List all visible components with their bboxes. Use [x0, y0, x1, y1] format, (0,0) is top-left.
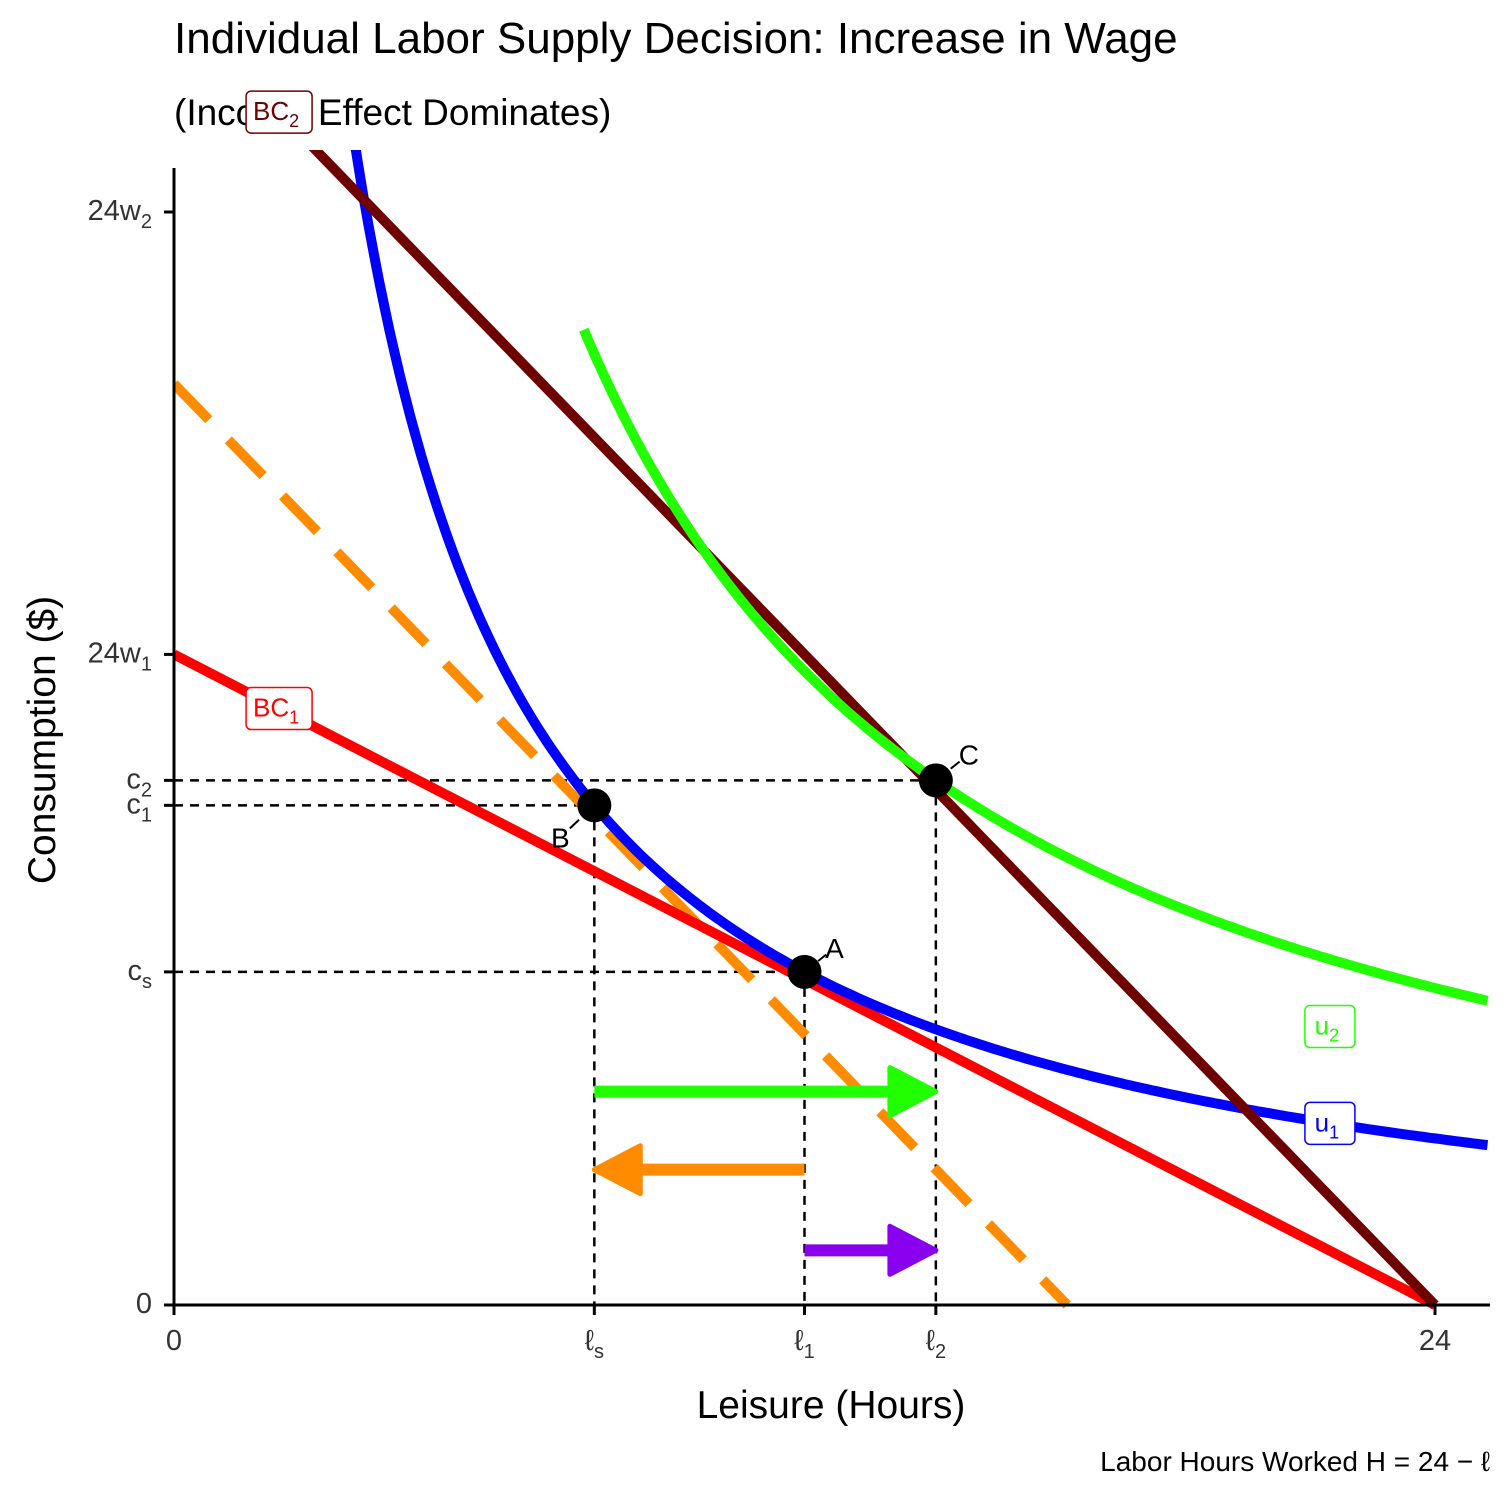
y-tick-label-24w1: 24w1: [88, 637, 152, 675]
series-label-u2: u2: [1304, 1004, 1356, 1049]
y-tick-label-00: 0: [136, 1288, 152, 1320]
y-tick-label-c2: c2: [126, 763, 152, 801]
y-tick-label-cs: cs: [128, 955, 153, 993]
point-c: [918, 763, 953, 798]
point-label-a: A: [825, 933, 844, 964]
series-label-box-u2: [1304, 1004, 1356, 1049]
chart-caption: Labor Hours Worked H = 24 − ℓ: [1100, 1446, 1490, 1477]
series-label-bc2: BC2: [245, 90, 313, 134]
series-label-bc1: BC1: [245, 686, 313, 731]
x-tick-label-00: 0: [166, 1325, 182, 1357]
point-label-c: C: [959, 739, 979, 770]
arrow-income-head: [887, 1223, 939, 1277]
series-u1: [350, 150, 1489, 1151]
y-axis-title: Consumption ($): [21, 596, 64, 884]
point-c-leader: [950, 760, 961, 770]
series-label-box-bc2: [245, 90, 313, 134]
point-a: [787, 954, 822, 989]
point-b-leader: [569, 819, 580, 830]
x-tick-label-2: ℓ2: [926, 1325, 947, 1363]
series-bc2: [308, 150, 1439, 1309]
arrow-total-head: [887, 1065, 939, 1119]
x-tick-label-1: ℓ1: [794, 1325, 815, 1363]
point-label-b: B: [551, 822, 570, 853]
x-axis-title: Leisure (Hours): [697, 1384, 966, 1427]
y-tick-label-24w2: 24w2: [88, 195, 152, 233]
series-label-box-u1: [1304, 1101, 1356, 1146]
x-tick-label-s: ℓs: [585, 1325, 604, 1363]
arrow-substitution-head: [591, 1143, 643, 1197]
series-label-text-bc2: BC2: [253, 96, 299, 131]
series-label-text-u2: u2: [1315, 1011, 1339, 1046]
series-label-text-u1: u1: [1315, 1107, 1339, 1142]
series-label-box-bc1: [245, 686, 313, 731]
chart-title: Individual Labor Supply Decision: Increa…: [174, 14, 1178, 63]
series-comp: [174, 380, 1071, 1309]
series-u2: [579, 327, 1489, 1006]
point-b: [577, 788, 612, 823]
point-a-leader: [817, 953, 827, 962]
series-label-text-bc1: BC1: [253, 693, 299, 728]
series-label-u1: u1: [1304, 1101, 1356, 1146]
x-tick-label-2424: 24: [1419, 1325, 1451, 1357]
y-tick-label-c1: c1: [126, 788, 152, 826]
